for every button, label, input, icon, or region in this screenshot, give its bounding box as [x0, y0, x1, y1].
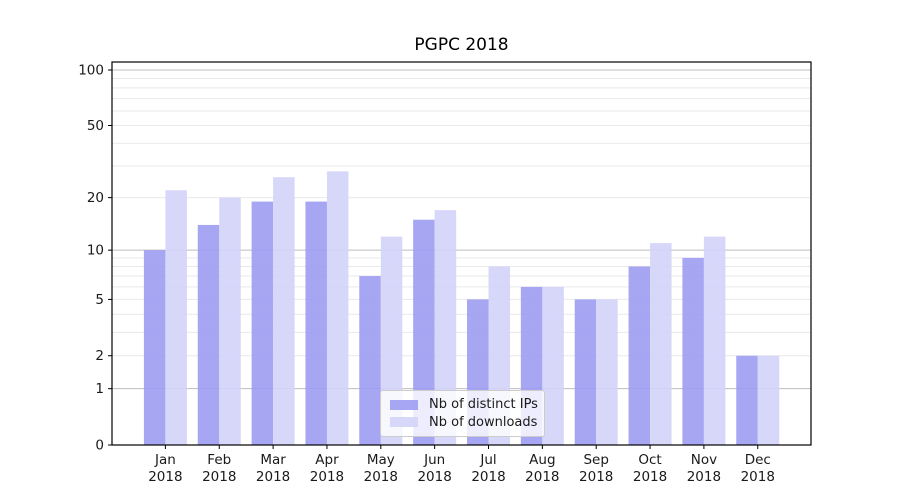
- bar-downloads: [219, 197, 241, 445]
- bar-downloads: [273, 177, 295, 445]
- legend-item-distinct-ips: Nb of distinct IPs: [390, 396, 538, 413]
- plot-border: [111, 61, 812, 446]
- bar-distinct-ips: [736, 355, 758, 445]
- y-tick-label: 20: [87, 190, 104, 206]
- x-tick-label: Dec 2018: [741, 452, 775, 485]
- bar-downloads: [165, 190, 187, 445]
- y-tick-label: 50: [87, 118, 104, 134]
- y-tick-label: 1: [95, 381, 104, 397]
- legend-swatch-downloads: [390, 417, 418, 428]
- x-axis-labels: Jan 2018 Feb 2018 Mar 2018 Apr 2018 May 2018 Jun 20…: [148, 445, 775, 485]
- x-tick-label: Nov 2018: [687, 452, 721, 485]
- x-tick-label: Mar 2018: [256, 452, 290, 485]
- bar-distinct-ips: [143, 250, 166, 445]
- bar-downloads: [596, 299, 618, 445]
- legend-item-downloads: Nb of downloads: [390, 414, 538, 431]
- x-tick-label: Jul 2018: [471, 452, 505, 485]
- bar-downloads: [757, 355, 780, 445]
- bar-distinct-ips: [359, 276, 381, 445]
- x-tick-label: Aug 2018: [525, 452, 559, 485]
- bar-downloads: [542, 286, 564, 445]
- y-tick-label: 100: [78, 62, 104, 78]
- x-tick-label: Feb 2018: [202, 452, 236, 485]
- x-tick-label: Sep 2018: [579, 452, 613, 485]
- y-tick-label: 0: [95, 438, 104, 454]
- axis-layer: [111, 61, 812, 446]
- y-tick-label: 10: [87, 243, 104, 259]
- bar-distinct-ips: [574, 299, 597, 445]
- y-tick-label: 5: [95, 292, 104, 308]
- bar-distinct-ips: [413, 219, 435, 445]
- legend: Nb of distinct IPs Nb of downloads: [380, 390, 545, 437]
- legend-label-downloads: Nb of downloads: [429, 414, 538, 430]
- chart-title: PGPC 2018: [414, 35, 509, 55]
- x-tick-label: Jan 2018: [148, 452, 182, 485]
- bar-downloads: [703, 236, 726, 445]
- x-tick-label: Apr 2018: [310, 452, 344, 485]
- x-tick-label: May 2018: [364, 452, 398, 485]
- bar-distinct-ips: [197, 224, 220, 445]
- legend-label-distinct-ips: Nb of distinct IPs: [429, 397, 538, 413]
- y-tick-label: 2: [95, 348, 104, 364]
- x-tick-label: Oct 2018: [633, 452, 667, 485]
- bar-distinct-ips: [682, 257, 704, 445]
- x-tick-label: Jun 2018: [417, 452, 451, 485]
- bar-downloads: [326, 171, 349, 446]
- bar-distinct-ips: [628, 266, 651, 445]
- bar-distinct-ips: [251, 201, 274, 445]
- bar-distinct-ips: [305, 201, 327, 445]
- legend-swatch-distinct-ips: [390, 399, 418, 410]
- bar-downloads: [650, 243, 672, 445]
- bar-downloads: [434, 210, 457, 445]
